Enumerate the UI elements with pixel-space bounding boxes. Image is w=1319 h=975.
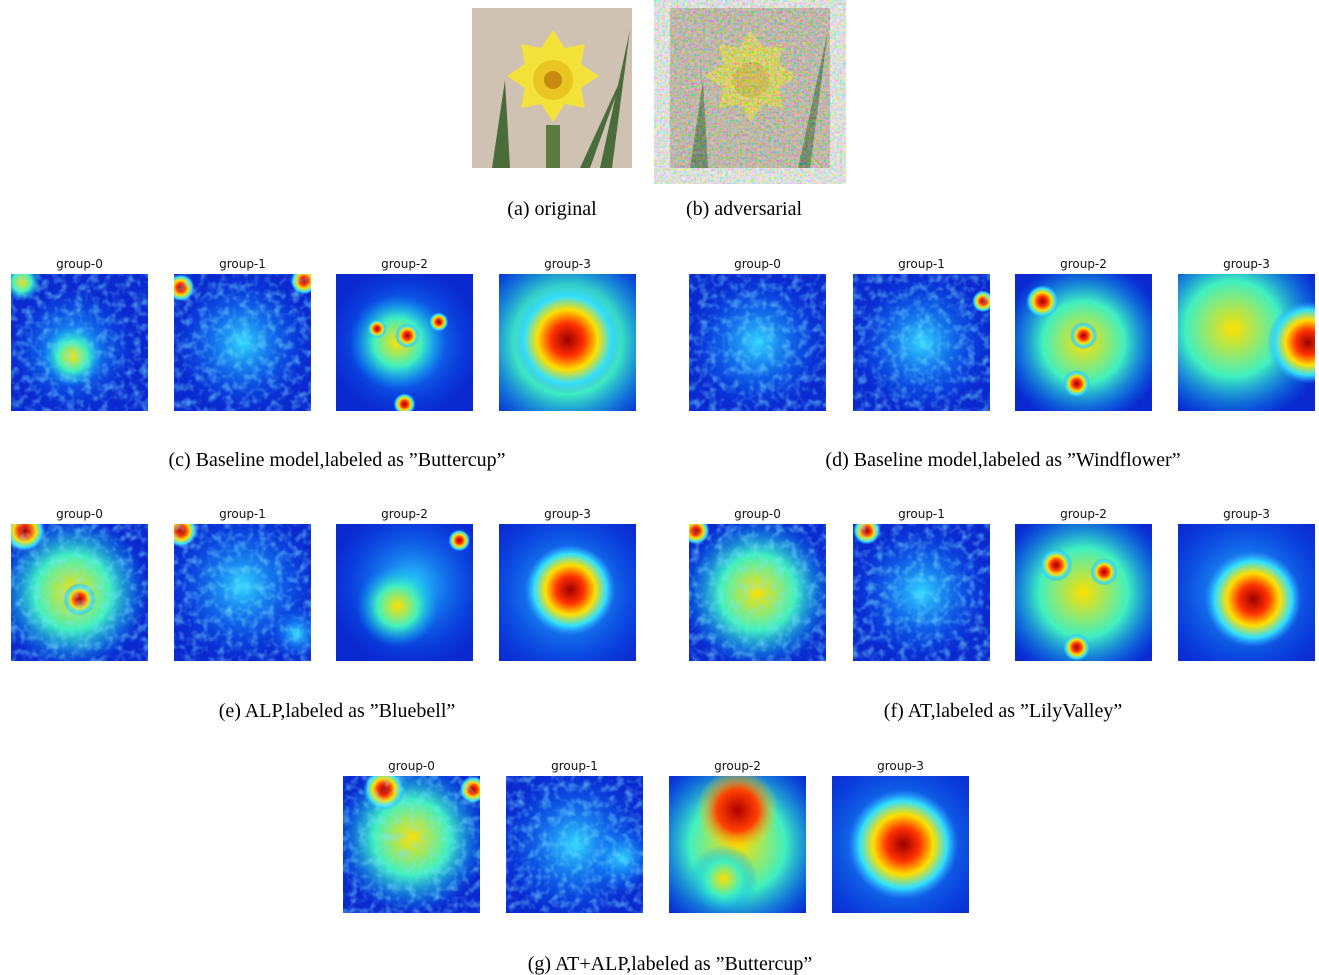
group-label: group-3: [1223, 507, 1270, 521]
group-label: group-1: [219, 257, 266, 271]
group-label: group-0: [734, 507, 781, 521]
heat-blob: [367, 319, 387, 339]
group-label: group-2: [381, 507, 428, 521]
heat-blob: [1062, 369, 1091, 398]
caption: (c) Baseline model,labeled as ”Buttercup…: [168, 449, 505, 471]
heat-blob: [525, 544, 616, 635]
heatmap: [499, 524, 636, 661]
heat-blob: [448, 529, 471, 552]
heat-blob: [429, 312, 449, 332]
heat-texture: [689, 274, 826, 411]
group-label: group-3: [544, 257, 591, 271]
caption: (e) ALP,labeled as ”Bluebell”: [219, 700, 456, 722]
heat-blob: [1178, 274, 1315, 411]
heatmap: [336, 524, 473, 661]
heat-texture: [506, 776, 643, 913]
caption: (g) AT+ALP,labeled as ”Buttercup”: [528, 953, 813, 975]
heat-texture: [853, 524, 990, 661]
heatmap: [669, 776, 806, 913]
group-label: group-2: [1060, 257, 1107, 271]
heatmap: [11, 524, 148, 661]
group-label: group-0: [56, 257, 103, 271]
heatmap: [853, 524, 990, 661]
heat-texture: [11, 274, 148, 411]
group-label: group-2: [381, 257, 428, 271]
group-label: group-0: [388, 759, 435, 773]
original-image: [472, 8, 632, 168]
group-label: group-2: [1060, 507, 1107, 521]
group-label: group-0: [56, 507, 103, 521]
group-label: group-0: [734, 257, 781, 271]
caption: (b) adversarial: [686, 198, 802, 220]
group-label: group-1: [898, 257, 945, 271]
group-label: group-1: [898, 507, 945, 521]
heat-blob: [689, 844, 759, 913]
heatmap: [1015, 274, 1152, 411]
heat-blob: [393, 393, 416, 411]
heat-blob: [1267, 301, 1315, 384]
heatmap: [336, 274, 473, 411]
heat-texture: [11, 524, 148, 661]
group-label: group-1: [551, 759, 598, 773]
caption: (d) Baseline model,labeled as ”Windflowe…: [825, 449, 1180, 471]
heat-blob: [1090, 558, 1118, 586]
heatmap: [174, 274, 311, 411]
heatmap: [689, 524, 826, 661]
heat-blob: [356, 565, 439, 648]
group-label: group-3: [1223, 257, 1270, 271]
heatmap: [1178, 274, 1315, 411]
heat-texture: [343, 776, 480, 913]
group-label: group-1: [219, 507, 266, 521]
heat-blob: [1039, 548, 1073, 582]
heat-blob: [1069, 321, 1098, 350]
heatmap: [174, 524, 311, 661]
group-label: group-3: [877, 759, 924, 773]
heatmap: [853, 274, 990, 411]
caption: (a) original: [507, 198, 597, 220]
heat-texture: [853, 274, 990, 411]
heat-blob: [394, 323, 420, 348]
heatmap: [11, 274, 148, 411]
heat-blob: [1025, 284, 1059, 318]
heat-blob: [1062, 633, 1091, 661]
heatmap: [506, 776, 643, 913]
heatmap: [343, 776, 480, 913]
heat-blob: [696, 776, 779, 852]
group-label: group-3: [544, 507, 591, 521]
heat-texture: [174, 274, 311, 411]
heatmap: [1015, 524, 1152, 661]
group-label: group-2: [714, 759, 761, 773]
heat-blob: [848, 789, 959, 900]
heatmap: [689, 274, 826, 411]
heat-texture: [174, 524, 311, 661]
adversarial-image: [670, 8, 830, 168]
heat-blob: [512, 284, 623, 395]
heat-blob: [1205, 551, 1302, 648]
heat-texture: [689, 524, 826, 661]
heatmap: [1178, 524, 1315, 661]
heatmap: [499, 274, 636, 411]
heatmap: [832, 776, 969, 913]
caption: (f) AT,labeled as ”LilyValley”: [884, 700, 1122, 722]
